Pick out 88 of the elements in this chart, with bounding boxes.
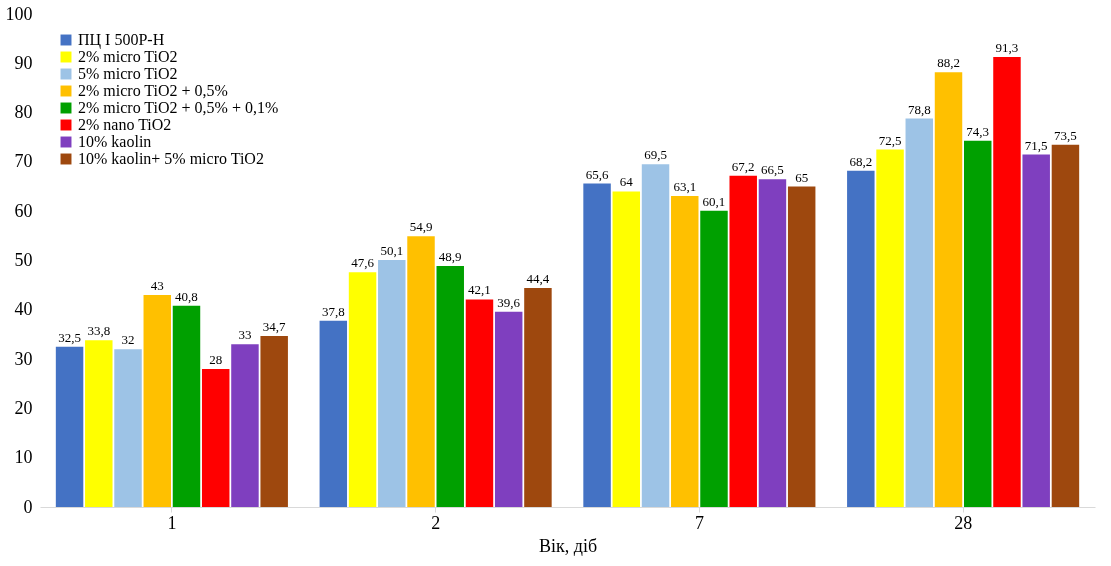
bar [1051,144,1080,507]
data-label: 73,5 [1054,127,1077,143]
legend-label: 5% micro TiO2 [78,65,178,82]
bar [494,311,523,507]
bar [231,344,259,507]
bar [729,175,757,507]
data-label: 32,5 [58,329,81,345]
bar [583,183,611,507]
bar [348,272,377,507]
data-label: 65 [795,169,809,185]
data-label: 47,6 [351,255,375,271]
data-label: 68,2 [849,153,873,169]
y-tick-label: 70 [14,151,33,172]
bar [758,179,787,507]
data-label: 43 [150,278,164,294]
bar [85,340,113,507]
data-label: 50,1 [380,243,404,259]
data-label: 88,2 [937,55,960,71]
bar [934,72,963,507]
bar [905,118,934,507]
data-label: 54,9 [409,219,433,235]
data-label: 60,1 [702,193,726,209]
bar [114,349,142,507]
bar [787,186,816,507]
x-tick-label: 1 [167,512,177,533]
y-tick-label: 100 [5,3,33,24]
bar [524,288,552,507]
bar [847,170,875,507]
data-label: 28 [209,351,223,367]
legend-label: 2% micro TiO2 [78,48,178,65]
y-tick-label: 20 [14,397,33,418]
bar [1022,154,1050,507]
data-label: 42,1 [468,282,491,298]
data-label: 64 [619,174,634,190]
bar [671,195,699,507]
bar [876,149,904,507]
x-axis-title: Вік, діб [538,535,598,556]
bar [436,265,464,507]
bar [143,295,171,507]
data-label: 48,9 [438,248,462,264]
bar [260,335,288,507]
y-tick-label: 50 [14,250,33,270]
data-label: 34,7 [262,318,287,334]
x-tick-label: 2 [431,512,441,533]
data-label: 37,8 [321,303,345,319]
bar [964,140,992,507]
data-label: 78,8 [907,101,931,117]
bar [612,191,641,507]
data-label: 69,5 [644,147,667,163]
legend-label: 2% nano TiO2 [78,116,172,133]
data-label: 71,5 [1024,137,1048,153]
y-tick-label: 80 [14,102,33,123]
data-label: 66,5 [761,162,784,178]
legend-label: ПЦ I 500Р-Н [78,31,165,49]
y-tick-label: 60 [14,200,33,221]
y-tick-label: 30 [14,348,33,369]
legend-label: 2% micro TiO2 + 0,5% [78,82,228,99]
data-label: 74,3 [966,123,990,139]
data-label: 65,6 [585,166,609,182]
bar [378,260,406,507]
y-tick-label: 10 [14,447,33,468]
data-label: 91,3 [995,39,1019,55]
data-label: 72,5 [878,132,902,148]
data-label: 32 [121,332,135,348]
legend-label: 10% kaolin+ 5% micro TiO2 [78,150,264,167]
data-label: 44,4 [526,271,550,287]
bar [407,236,435,507]
y-tick-label: 0 [23,496,33,517]
data-label: 33 [238,327,252,343]
data-label: 33,8 [87,323,111,339]
bar [641,164,670,507]
bar [465,299,494,507]
bar [55,346,84,507]
bar [201,368,230,507]
bar [993,56,1021,507]
legend-label: 2% micro TiO2 + 0,5% + 0,1% [78,99,279,116]
data-label: 67,2 [731,158,755,174]
bar [319,320,348,507]
bar [172,305,201,507]
y-tick-label: 90 [14,52,33,73]
data-label: 63,1 [673,178,697,194]
legend-label: 10% kaolin [78,133,152,150]
bar [700,210,728,507]
y-tick-label: 40 [14,299,33,320]
x-tick-label: 7 [694,512,704,533]
data-label: 40,8 [175,288,198,304]
x-tick-label: 28 [954,512,973,533]
data-label: 39,6 [497,294,521,310]
